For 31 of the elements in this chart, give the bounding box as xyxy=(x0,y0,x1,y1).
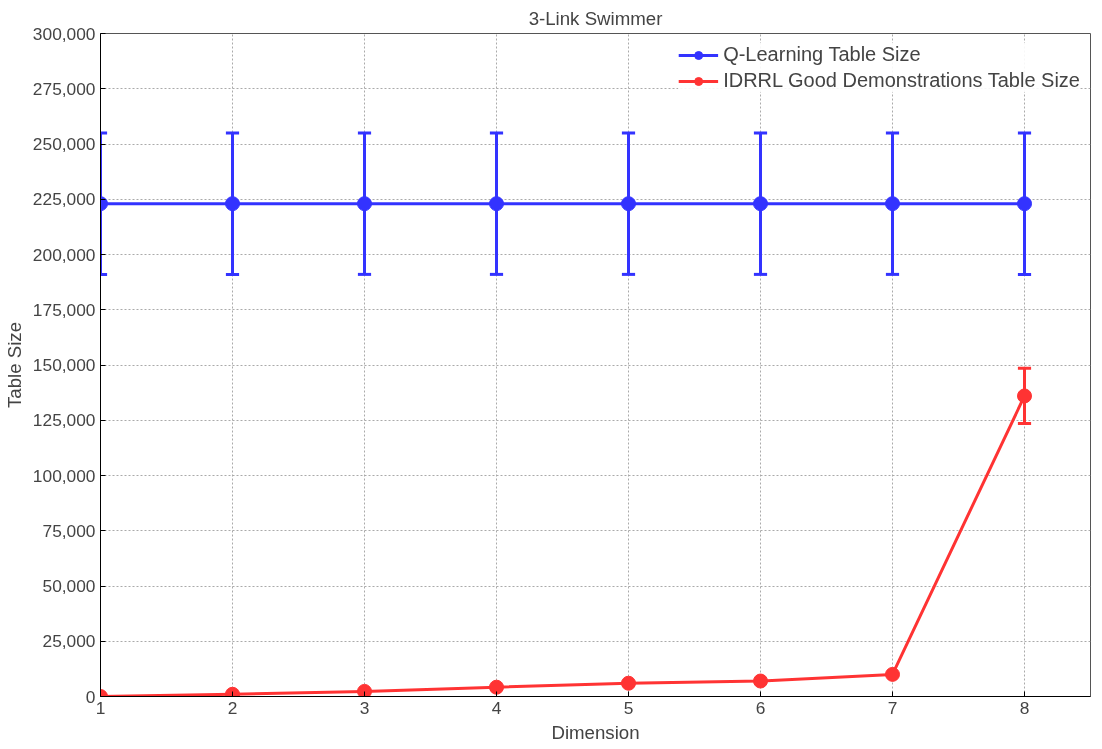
y-tick-label: 225,000 xyxy=(32,189,96,210)
x-tick-label: 1 xyxy=(95,697,106,718)
y-tick-label: 150,000 xyxy=(32,355,96,375)
legend-label: Q-Learning Table Size xyxy=(723,43,921,66)
y-tick-label: 300,000 xyxy=(32,23,96,44)
x-tick-label: 7 xyxy=(887,697,898,718)
y-tick-label: 250,000 xyxy=(32,134,96,154)
x-tick-label: 8 xyxy=(1019,697,1030,718)
y-tick-label: 200,000 xyxy=(32,244,96,265)
legend-label: IDRRL Good Demonstrations Table Size xyxy=(723,69,1080,92)
point xyxy=(621,675,636,691)
point xyxy=(357,683,372,697)
y-axis-title: Table Size xyxy=(3,321,25,409)
y-tick-label: 0 xyxy=(85,686,96,707)
y-tick-label: 25,000 xyxy=(42,631,96,652)
y-tick-label: 125,000 xyxy=(32,410,96,431)
point xyxy=(885,666,900,682)
y-tick-label: 50,000 xyxy=(42,576,96,596)
point xyxy=(753,673,768,689)
y-tick-label: 75,000 xyxy=(42,520,96,541)
y-tick-label: 175,000 xyxy=(32,299,96,320)
x-tick-label: 3 xyxy=(359,697,370,718)
chart-title: 3-Link Swimmer xyxy=(528,7,663,29)
x-tick-label: 2 xyxy=(227,697,238,718)
point xyxy=(489,679,504,695)
x-tick-label: 4 xyxy=(491,697,502,718)
y-tick-label: 100,000 xyxy=(32,465,96,486)
y-tick-label: 275,000 xyxy=(32,78,96,99)
x-tick-label: 5 xyxy=(623,697,634,718)
x-axis-title: Dimension xyxy=(551,721,640,743)
x-tick-label: 6 xyxy=(755,697,766,718)
